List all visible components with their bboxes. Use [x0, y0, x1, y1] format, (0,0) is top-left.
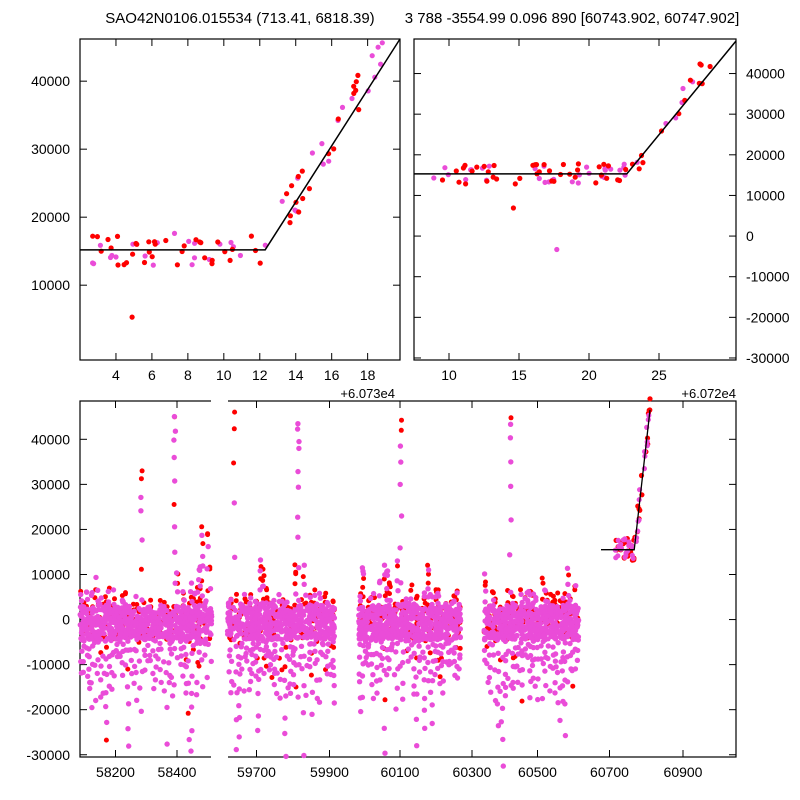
svg-text:30000: 30000 — [746, 106, 785, 122]
svg-text:20: 20 — [581, 367, 597, 383]
svg-text:60700: 60700 — [590, 764, 629, 780]
svg-text:25: 25 — [651, 367, 667, 383]
svg-text:-20000: -20000 — [26, 702, 70, 718]
svg-text:-10000: -10000 — [26, 657, 70, 673]
svg-text:60100: 60100 — [381, 764, 420, 780]
svg-text:+6.072e4: +6.072e4 — [681, 386, 736, 401]
svg-text:60300: 60300 — [453, 764, 492, 780]
svg-text:60500: 60500 — [518, 764, 557, 780]
svg-text:30000: 30000 — [31, 141, 70, 157]
svg-text:20000: 20000 — [746, 147, 785, 163]
svg-text:16: 16 — [324, 367, 340, 383]
svg-text:0: 0 — [62, 612, 70, 628]
svg-text:-10000: -10000 — [746, 269, 790, 285]
svg-text:59900: 59900 — [310, 764, 349, 780]
svg-text:8: 8 — [184, 367, 192, 383]
svg-text:10000: 10000 — [31, 277, 70, 293]
svg-text:10: 10 — [216, 367, 232, 383]
svg-text:40000: 40000 — [746, 66, 785, 82]
svg-text:15: 15 — [511, 367, 527, 383]
svg-text:10: 10 — [441, 367, 457, 383]
svg-text:-30000: -30000 — [26, 747, 70, 763]
svg-text:40000: 40000 — [31, 73, 70, 89]
svg-text:+6.073e4: +6.073e4 — [340, 386, 395, 401]
svg-text:-30000: -30000 — [746, 350, 790, 366]
svg-text:20000: 20000 — [31, 521, 70, 537]
svg-text:59700: 59700 — [237, 764, 276, 780]
svg-text:3 788 -3554.99 0.096 890 [6074: 3 788 -3554.99 0.096 890 [60743.902, 607… — [405, 10, 739, 27]
svg-text:4: 4 — [112, 367, 120, 383]
svg-text:10000: 10000 — [31, 566, 70, 582]
svg-text:58200: 58200 — [96, 764, 135, 780]
svg-text:60900: 60900 — [664, 764, 703, 780]
svg-text:10000: 10000 — [746, 187, 785, 203]
svg-text:-20000: -20000 — [746, 309, 790, 325]
svg-text:20000: 20000 — [31, 209, 70, 225]
svg-text:30000: 30000 — [31, 476, 70, 492]
svg-text:14: 14 — [288, 367, 304, 383]
svg-text:0: 0 — [746, 228, 754, 244]
svg-text:12: 12 — [252, 367, 268, 383]
svg-text:58400: 58400 — [158, 764, 197, 780]
svg-text:SAO42N0106.015534 (713.41, 681: SAO42N0106.015534 (713.41, 6818.39) — [105, 10, 374, 27]
svg-text:18: 18 — [360, 367, 376, 383]
svg-text:40000: 40000 — [31, 431, 70, 447]
svg-text:6: 6 — [148, 367, 156, 383]
